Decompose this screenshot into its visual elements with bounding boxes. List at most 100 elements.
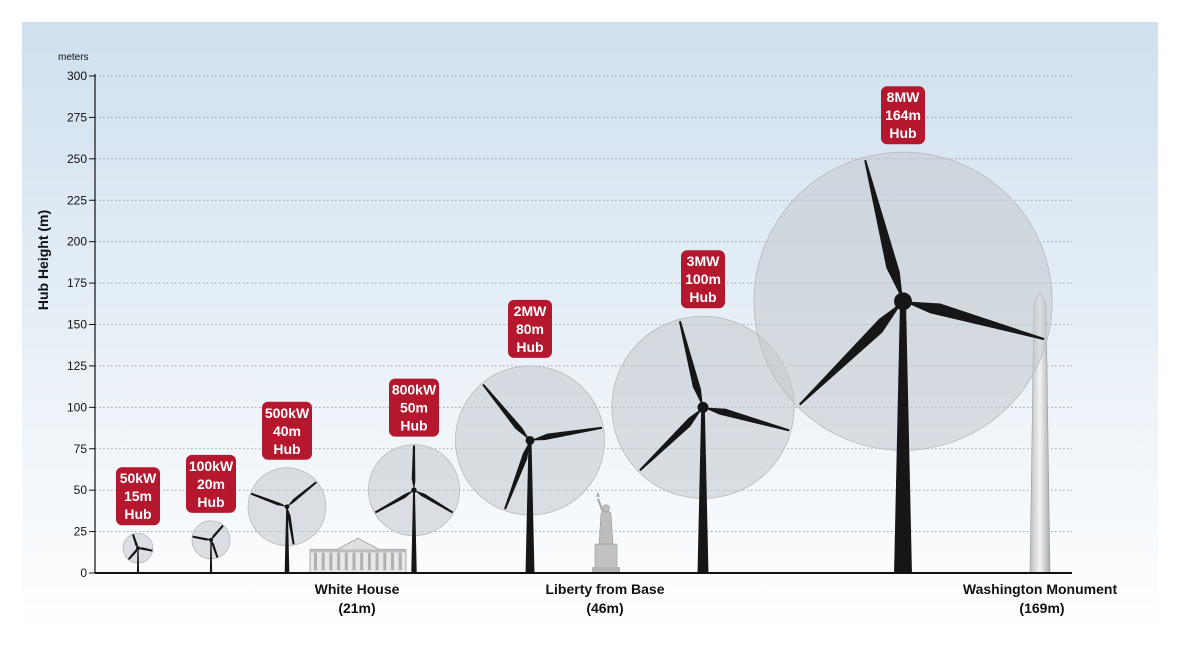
turbine-label-hub-label: 15m (124, 488, 152, 504)
y-unit-label: meters (58, 52, 89, 63)
landmark-height-label: (169m) (1019, 600, 1064, 616)
landmark-height-label: (46m) (586, 600, 623, 616)
turbine-label-8mw: 8MW 164m Hub (881, 86, 925, 145)
turbine-blade (639, 407, 703, 472)
turbine-hub (136, 546, 140, 551)
y-tick-label: 150 (67, 318, 87, 332)
turbine-blade (530, 426, 603, 441)
turbine-label-hub-label: 20m (197, 476, 225, 492)
turbine-label-2mw: 2MW 80m Hub (508, 299, 552, 358)
turbine-hub (411, 487, 417, 493)
turbine-blade (287, 481, 317, 507)
turbine-label-power: 800kW (392, 382, 437, 398)
turbine-tower (525, 440, 535, 573)
statue-of-liberty-icon (592, 491, 620, 574)
turbine-hub (209, 537, 213, 542)
landmark-name-label: Washington Monument (963, 581, 1118, 597)
turbine-blade (482, 383, 530, 441)
turbine-blade (192, 535, 211, 541)
turbine-50kw: 50kW 15m Hub (116, 467, 160, 573)
turbine-label-word: Hub (273, 441, 300, 457)
turbine-label-word: Hub (197, 494, 224, 510)
turbine-tower (697, 407, 709, 573)
turbine-blade (250, 492, 287, 507)
turbine-label-box (508, 299, 552, 358)
turbine-label-hub-label: 50m (400, 400, 428, 416)
turbine-8mw: 8MW 164m Hub (753, 86, 1053, 573)
turbine-hub (697, 401, 709, 413)
turbine-label-word: Hub (689, 289, 716, 305)
turbine-label-box (116, 467, 160, 526)
turbine-label-word: Hub (124, 506, 151, 522)
turbine-label-box (881, 86, 925, 145)
turbine-500kw: 500kW 40m Hub (247, 401, 327, 573)
turbine-label-50kw: 50kW 15m Hub (116, 467, 160, 526)
turbine-blade (211, 524, 224, 540)
turbine-label-power: 500kW (265, 405, 310, 421)
turbine-blade (903, 301, 1045, 341)
turbine-label-power: 50kW (120, 470, 157, 486)
y-tick-label: 0 (80, 566, 87, 580)
turbine-hub (284, 504, 290, 510)
turbine-label-word: Hub (516, 339, 543, 355)
turbine-2mw: 2MW 80m Hub (455, 299, 605, 573)
white-house-icon (309, 537, 407, 574)
turbine-label-word: Hub (400, 418, 427, 434)
turbine-blade (411, 445, 416, 491)
y-tick-label: 200 (67, 235, 87, 249)
turbine-label-power: 2MW (514, 303, 547, 319)
landmark-labels: White House (21m) Liberty from Base (46m) Wa… (315, 581, 1118, 616)
y-tick-label: 225 (67, 193, 87, 207)
y-axis: 0 25 50 75 100 125 150 175 200 225 250 275 300 (67, 69, 96, 580)
turbine-hub (525, 435, 535, 445)
turbine-blade (798, 301, 903, 406)
turbine-blade (414, 490, 454, 514)
y-tick-label: 275 (67, 110, 87, 124)
landmark-name-label: Liberty from Base (545, 581, 664, 597)
turbine-label-hub-label: 164m (885, 107, 921, 123)
turbine-label-word: Hub (889, 125, 916, 141)
turbine-tower (136, 548, 140, 573)
turbine-blade (211, 539, 219, 558)
turbine-label-power: 100kW (189, 458, 234, 474)
turbine-blade (138, 547, 153, 552)
turbine-label-3mw: 3MW 100m Hub (681, 250, 725, 309)
turbine-100kw: 100kW 20m Hub (186, 454, 236, 573)
turbine-label-500kw: 500kW 40m Hub (262, 401, 312, 460)
turbine-3mw: 3MW 100m Hub (611, 250, 795, 573)
turbine-label-hub-label: 80m (516, 321, 544, 337)
turbine-blade (678, 320, 703, 408)
turbine-blade (374, 490, 414, 514)
turbine-blade (127, 548, 138, 560)
turbine-tower (209, 539, 213, 573)
y-axis-title: Hub Height (m) (35, 210, 51, 310)
turbine-tower (284, 506, 290, 573)
y-tick-label: 50 (74, 483, 88, 497)
y-tick-label: 25 (74, 525, 88, 539)
turbine-label-box (186, 454, 236, 513)
landmark-name-label: White House (315, 581, 400, 597)
turbine-blade (703, 407, 790, 432)
turbine-label-hub-label: 100m (685, 271, 721, 287)
turbine-tower (411, 490, 417, 573)
landmark-height-label: (21m) (338, 600, 375, 616)
y-tick-label: 250 (67, 152, 87, 166)
turbine-blade (287, 506, 295, 545)
y-tick-label: 100 (67, 400, 87, 414)
turbine-label-box (262, 401, 312, 460)
y-tick-label: 300 (67, 69, 87, 83)
turbine-800kw: 800kW 50m Hub (368, 378, 460, 573)
y-tick-label: 125 (67, 359, 87, 373)
turbine-blade (132, 534, 138, 549)
turbine-tower (894, 301, 912, 573)
turbine-label-hub-label: 40m (273, 423, 301, 439)
landmarks (309, 292, 1051, 574)
turbine-hub (894, 292, 912, 311)
turbine-label-power: 3MW (687, 253, 720, 269)
turbine-blade (504, 440, 530, 510)
turbines: 50kW 15m Hub 100kW 20m Hub 500kW 40m Hub 800kW 50m… (116, 86, 1053, 573)
turbine-label-box (389, 378, 439, 437)
y-tick-label: 75 (74, 442, 88, 456)
turbine-label-power: 8MW (887, 89, 920, 105)
